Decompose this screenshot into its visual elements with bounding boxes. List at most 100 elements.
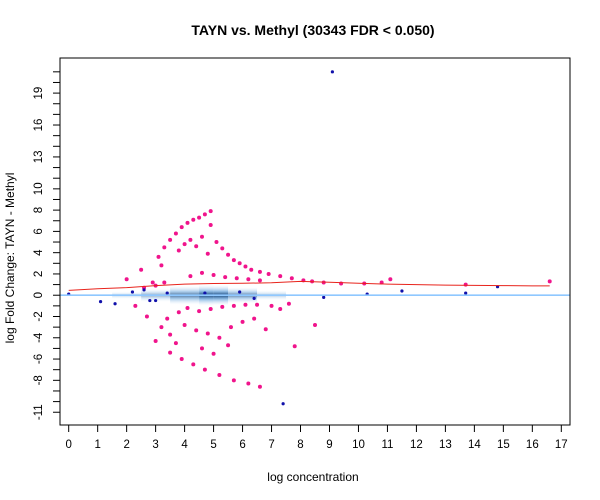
significant-point xyxy=(313,323,317,328)
x-tick-label: 3 xyxy=(152,439,158,451)
x-axis: 0 1 2 3 4 5 6 7 8 9 10 11 12 13 14 15 16 17 xyxy=(65,425,568,451)
significant-point xyxy=(249,267,254,272)
plot-frame xyxy=(59,57,571,426)
significant-point xyxy=(257,384,262,389)
significant-point xyxy=(246,277,251,282)
significant-point xyxy=(191,217,196,222)
nonsignificant-point xyxy=(464,291,468,295)
significant-point xyxy=(205,251,210,256)
significant-point xyxy=(226,343,231,348)
y-axis: -11 -8 -6 -4 -2 0 2 4 6 8 10 13 16 19 xyxy=(33,71,60,420)
significant-point xyxy=(197,215,202,220)
significant-point xyxy=(179,357,184,362)
y-tick-label: 6 xyxy=(33,228,45,234)
nonsignificant-point xyxy=(281,402,285,406)
significant-point xyxy=(388,277,393,282)
significant-point xyxy=(199,234,204,239)
y-tick-label: -2 xyxy=(33,311,45,321)
significant-point xyxy=(182,242,187,247)
significant-point xyxy=(168,332,173,337)
significant-point xyxy=(217,373,222,378)
y-tick-label: 2 xyxy=(33,271,45,277)
significant-point xyxy=(197,309,202,314)
x-tick-label: 17 xyxy=(555,439,568,451)
significant-point xyxy=(223,275,228,280)
nonsignificant-point xyxy=(330,70,334,74)
x-tick-label: 10 xyxy=(352,439,365,451)
significant-point xyxy=(240,319,245,324)
x-axis-label: log concentration xyxy=(267,470,358,484)
y-tick-label: 4 xyxy=(33,249,45,256)
y-axis-label: log Fold Change: TAYN - Methyl xyxy=(3,173,17,344)
significant-point xyxy=(208,307,213,312)
significant-point xyxy=(185,220,190,225)
nonsignificant-point xyxy=(113,302,117,306)
y-tick-label: 13 xyxy=(33,151,45,164)
significant-point xyxy=(144,314,149,319)
significant-point xyxy=(220,304,225,309)
y-tick-label: 10 xyxy=(33,182,45,195)
significant-point xyxy=(191,362,196,367)
y-tick-label: 19 xyxy=(33,87,45,100)
significant-point xyxy=(255,302,260,307)
significant-point xyxy=(226,252,231,257)
significant-point xyxy=(214,240,219,245)
significant-point xyxy=(278,307,283,312)
y-tick-label: -11 xyxy=(33,404,45,420)
y-tick-label: 16 xyxy=(33,119,45,132)
significant-point xyxy=(150,280,155,285)
significant-point xyxy=(243,302,248,307)
significant-point xyxy=(194,328,199,333)
significant-point xyxy=(173,341,178,346)
significant-point xyxy=(199,346,204,351)
x-tick-label: 0 xyxy=(65,439,71,451)
significant-point xyxy=(153,338,158,343)
significant-point xyxy=(188,274,193,279)
significant-point xyxy=(208,209,213,214)
x-tick-label: 7 xyxy=(268,439,274,451)
x-tick-label: 1 xyxy=(94,439,100,451)
nonsignificant-point xyxy=(252,296,256,301)
x-tick-label: 11 xyxy=(381,439,393,451)
x-tick-label: 4 xyxy=(181,439,188,451)
data-points xyxy=(67,70,552,406)
x-tick-label: 9 xyxy=(326,439,332,451)
significant-point xyxy=(257,278,262,283)
y-tick-label: 8 xyxy=(33,207,45,213)
significant-point xyxy=(133,303,138,308)
significant-point xyxy=(231,303,236,308)
significant-point xyxy=(278,274,283,279)
significant-point xyxy=(139,267,144,272)
x-tick-label: 13 xyxy=(439,439,452,451)
significant-point xyxy=(159,325,164,330)
plot-lines xyxy=(60,280,570,297)
x-tick-label: 6 xyxy=(239,439,245,451)
y-tick-label: -6 xyxy=(33,354,45,364)
significant-point xyxy=(292,344,297,349)
x-tick-label: 16 xyxy=(526,439,539,451)
significant-point xyxy=(188,237,193,242)
significant-point xyxy=(182,323,187,328)
significant-point xyxy=(124,277,129,282)
nonsignificant-point xyxy=(130,290,135,294)
x-tick-label: 8 xyxy=(297,439,303,451)
y-tick-label: 0 xyxy=(33,292,45,298)
significant-point xyxy=(246,381,251,386)
nonsignificant-point xyxy=(322,295,326,299)
nonsignificant-point xyxy=(203,291,207,295)
significant-point xyxy=(176,310,181,315)
significant-point xyxy=(211,273,216,278)
significant-point xyxy=(176,248,181,253)
x-tick-label: 5 xyxy=(210,439,216,451)
significant-point xyxy=(168,350,173,355)
significant-point xyxy=(208,223,213,228)
nonsignificant-point xyxy=(142,288,146,292)
significant-point xyxy=(162,245,167,250)
nonsignificant-point xyxy=(154,298,158,303)
significant-point xyxy=(228,325,233,330)
significant-point xyxy=(168,237,173,242)
y-tick-label: -4 xyxy=(33,332,45,343)
significant-point xyxy=(165,316,170,321)
x-tick-label: 15 xyxy=(497,439,510,451)
